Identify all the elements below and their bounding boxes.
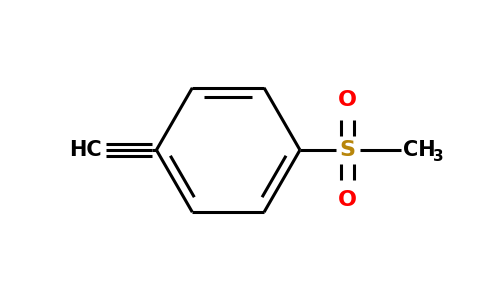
Text: O: O [338, 190, 357, 210]
Text: O: O [338, 90, 357, 110]
Text: S: S [340, 140, 356, 160]
Text: CH: CH [403, 140, 436, 160]
Text: HC: HC [70, 140, 102, 160]
Text: 3: 3 [433, 149, 443, 164]
